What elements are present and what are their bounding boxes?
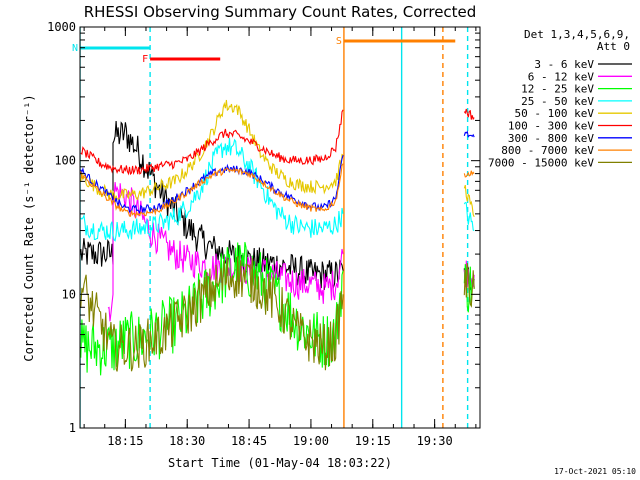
series-path — [463, 184, 475, 218]
legend-header: Det 1,3,4,5,6,9, — [524, 28, 630, 41]
series-path — [463, 201, 475, 232]
legend-label: 25 - 50 keV — [521, 95, 594, 108]
series-path — [463, 170, 475, 178]
y-tick-label: 100 — [54, 154, 76, 168]
y-tick-label: 1 — [69, 421, 76, 435]
x-tick-label: 19:30 — [417, 434, 453, 448]
x-axis-label: Start Time (01-May-04 18:03:22) — [168, 456, 392, 470]
series-line — [80, 108, 475, 176]
series-path — [80, 241, 344, 376]
footer-date: 17-Oct-2021 05:10 — [554, 467, 636, 476]
legend-label: 7000 - 15000 keV — [488, 156, 594, 169]
x-tick-label: 19:15 — [355, 434, 391, 448]
legend-label: 12 - 25 keV — [521, 83, 594, 96]
chart-title: RHESSI Observing Summary Count Rates, Co… — [84, 3, 477, 21]
series-path — [463, 108, 475, 121]
series-path — [463, 130, 475, 138]
flag-label: N — [72, 43, 78, 54]
x-tick-label: 19:00 — [293, 434, 329, 448]
series-path — [80, 99, 344, 202]
y-tick-label: 10 — [62, 287, 76, 301]
y-tick-label: 1000 — [47, 20, 76, 34]
series-path — [463, 262, 475, 308]
x-tick-label: 18:30 — [169, 434, 205, 448]
legend-header: Att 0 — [597, 40, 630, 53]
x-tick-label: 18:45 — [231, 434, 267, 448]
legend-label: 800 - 7000 keV — [501, 144, 594, 157]
flag-label: F — [142, 54, 148, 65]
legend-label: 50 - 100 keV — [515, 107, 595, 120]
series-path — [80, 163, 344, 219]
legend-label: 3 - 6 keV — [534, 58, 594, 71]
series-line — [80, 137, 475, 242]
plot-frame — [79, 26, 481, 429]
legend-label: 300 - 800 keV — [508, 132, 594, 145]
series-path — [107, 182, 344, 322]
x-tick-label: 18:15 — [107, 434, 143, 448]
flag-label: S — [336, 36, 342, 47]
series-line — [80, 99, 475, 218]
series-path — [80, 137, 344, 242]
series-path — [80, 109, 344, 176]
legend-label: 6 - 12 keV — [528, 70, 595, 83]
series-line — [80, 163, 475, 219]
series-line — [80, 255, 475, 372]
y-axis-label: Corrected Count Rate (s⁻¹ detector⁻¹) — [22, 94, 36, 361]
series-path — [80, 255, 344, 372]
legend-label: 100 - 300 keV — [508, 120, 594, 133]
series-path — [80, 120, 344, 291]
